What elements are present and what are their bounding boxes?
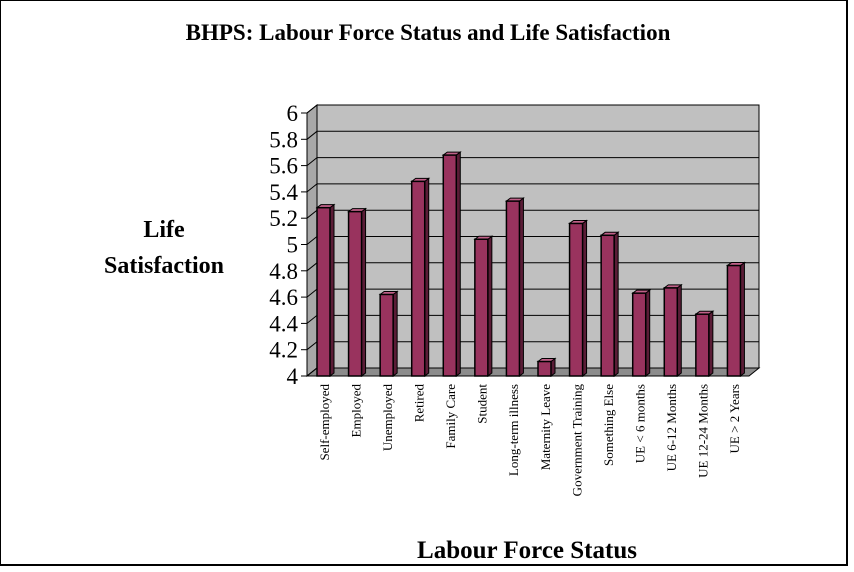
bar [600,234,615,377]
x-tick-label: UE 6-12 Months [664,384,679,471]
x-tick-label: Employed [348,384,363,438]
bar [347,210,363,377]
y-tick-label: 6 [287,101,299,126]
x-axis-label: Labour Force Status [417,537,637,564]
x-tick-label: Retired [412,384,427,423]
y-axis-label-line-2: Satisfaction [104,253,224,279]
x-tick-label: Long-term illness [506,384,521,476]
bar [316,206,331,377]
bar [663,287,679,377]
y-tick-label: 4.2 [269,338,298,363]
x-tick-label: Family Care [443,384,458,449]
y-tick-label: 4 [287,364,299,389]
y-tick-label: 4.8 [269,259,298,284]
x-tick-label: Government Training [569,384,584,497]
y-tick-label: 5.4 [269,180,298,205]
gridline [306,157,759,166]
y-tick-label: 4.6 [269,285,298,310]
x-tick-label: Unemployed [380,384,395,452]
chart-title: BHPS: Labour Force Status and Life Satis… [186,20,671,45]
y-axis-label-line-1: Life [143,217,185,243]
y-tick-label: 5.8 [269,127,298,152]
gridline [306,130,759,140]
y-tick-label: 4.4 [269,311,298,336]
bar [695,313,710,377]
x-tick-label: UE > 2 Years [727,384,742,453]
x-tick-label: Something Else [601,384,616,466]
bar [568,222,584,377]
bar [442,154,458,377]
y-tick-label: 5 [287,233,299,258]
bar [410,180,426,377]
x-tick-label: Maternity Leave [538,384,553,470]
y-tick-label: 5.6 [269,154,298,179]
gridline [306,183,759,193]
x-tick-label: Self-employed [317,384,332,461]
plot-area: 44.24.44.64.855.25.45.65.86 Self-employed… [269,101,761,497]
x-tick-label: Student [475,384,490,424]
floor [305,367,761,377]
bar [726,264,742,377]
x-tick-label: UE < 6 months [633,384,648,463]
bar [537,360,552,377]
x-tick-label: UE 12-24 Months [696,384,711,478]
y-tick-label: 5.2 [269,206,298,231]
bar [379,293,394,377]
gridline [306,104,759,114]
bar [474,238,489,377]
bar [505,200,521,377]
bar [631,292,647,377]
